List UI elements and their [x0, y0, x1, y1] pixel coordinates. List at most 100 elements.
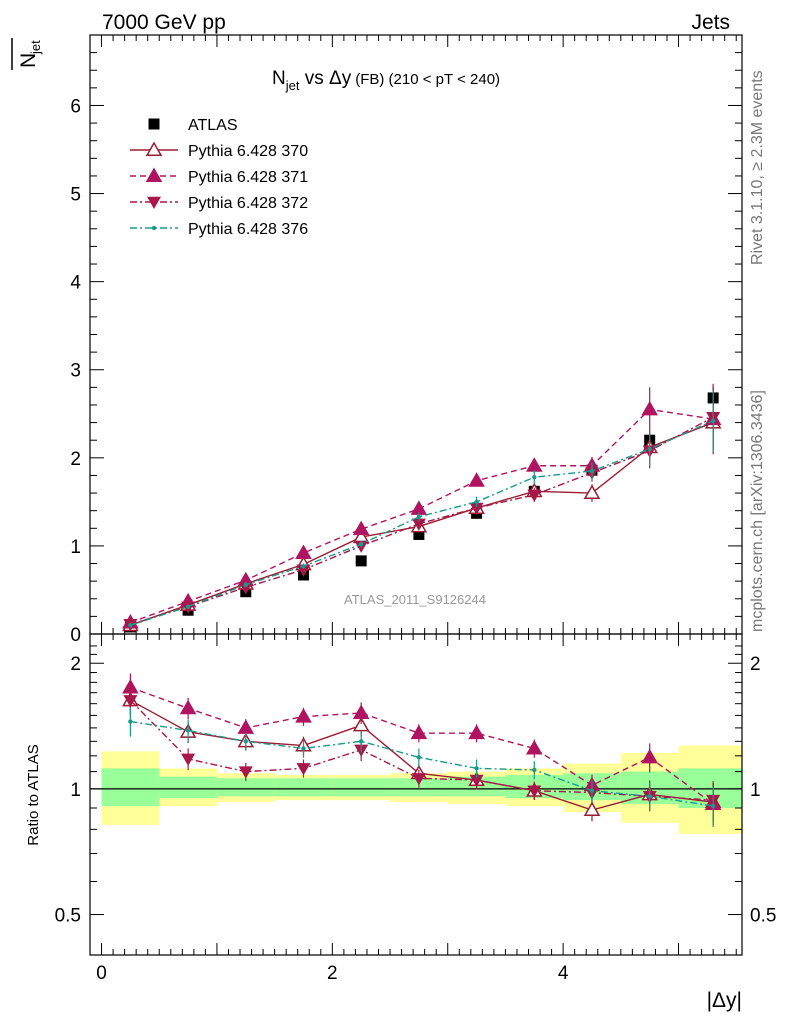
data-point — [468, 724, 485, 740]
main-ylabel-sub: jet — [28, 40, 43, 55]
ratio-axes: 0 2 4 0.5 0.5 1 1 2 2 — [55, 633, 776, 984]
main-title-rest: vs Δy — [299, 68, 351, 89]
legend-label: ATLAS — [188, 117, 238, 134]
data-point — [148, 118, 160, 130]
ratio-series-1 — [122, 673, 722, 826]
legend-item: Pythia 6.428 372 — [130, 195, 308, 212]
data-point — [358, 739, 364, 744]
x-tick-label: 0 — [96, 963, 107, 984]
data-point — [179, 699, 197, 715]
data-point — [527, 785, 542, 798]
data-point — [474, 766, 479, 771]
x-axis-label: |Δy| — [707, 989, 742, 1012]
data-point — [123, 695, 138, 708]
series-line — [130, 420, 714, 626]
header-left: 7000 GeV pp — [102, 11, 226, 34]
y-tick-label: 6 — [70, 96, 81, 117]
data-point — [411, 773, 426, 786]
data-point — [352, 716, 370, 732]
data-point — [411, 518, 426, 531]
data-point — [474, 499, 479, 505]
ratio-line — [130, 720, 714, 807]
data-point — [416, 755, 422, 760]
watermark: ATLAS_2011_S9126244 — [344, 592, 486, 607]
data-point — [151, 225, 157, 231]
y-tick-label: 1 — [70, 537, 81, 558]
main-title-n: N — [272, 68, 286, 89]
data-point — [469, 502, 484, 516]
data-point — [352, 704, 370, 719]
ratio-line — [129, 699, 714, 801]
ratio-band-green — [216, 778, 275, 797]
data-point — [352, 520, 370, 536]
data-point — [301, 746, 306, 751]
ratio-series-3 — [128, 707, 716, 828]
ratio-y-tick-label-right: 2 — [750, 654, 761, 675]
main-title-sub: jet — [285, 78, 300, 93]
data-point — [532, 767, 537, 773]
data-point — [295, 708, 312, 723]
main-title-tail: (210 < pT < 240) — [384, 71, 500, 88]
data-point — [243, 582, 248, 587]
data-point — [243, 739, 248, 744]
data-point — [583, 801, 601, 817]
data-point — [416, 514, 422, 520]
legend-label: Pythia 6.428 370 — [188, 143, 308, 160]
ratio-y-tick-label-right: 0.5 — [750, 906, 776, 927]
main-axes: 0 1 2 3 4 5 6 — [70, 34, 743, 646]
y-tick-label: 5 — [70, 185, 81, 206]
data-point — [358, 541, 364, 547]
legend: ATLAS Pythia 6.428 370 Pythia 6.428 371 Pyt… — [130, 117, 308, 238]
legend-item: ATLAS — [148, 117, 238, 134]
data-point — [710, 803, 716, 809]
ratio-y-tick-label-right: 1 — [750, 780, 761, 801]
data-point — [296, 564, 311, 577]
data-point — [527, 489, 542, 502]
side-label-rivet: Rivet 3.1.10, ≥ 2.3M events — [749, 70, 766, 265]
data-point — [237, 719, 255, 734]
data-point — [301, 563, 306, 569]
data-point — [525, 739, 543, 755]
data-point — [647, 794, 652, 799]
data-point — [413, 528, 425, 540]
data-point — [296, 763, 311, 776]
ratio-band-green — [274, 778, 333, 797]
data-point — [238, 582, 253, 595]
data-point — [589, 788, 595, 793]
main-ylabel-text: N — [17, 53, 40, 68]
data-point — [641, 748, 658, 764]
data-point — [410, 500, 428, 515]
ratio-y-tick-label: 1 — [70, 780, 81, 801]
data-point — [147, 196, 161, 209]
data-point — [589, 468, 595, 474]
ratio-band-green — [101, 768, 160, 806]
data-point — [295, 544, 312, 559]
y-tick-label: 3 — [70, 361, 81, 382]
data-point — [145, 141, 163, 156]
data-point — [468, 472, 485, 487]
data-point — [469, 774, 484, 788]
data-point — [128, 719, 133, 724]
data-point — [647, 446, 652, 452]
ratio-y-tick-label: 0.5 — [55, 906, 81, 927]
legend-item: Pythia 6.428 370 — [130, 141, 308, 160]
data-point — [410, 724, 428, 740]
data-point — [710, 418, 716, 424]
series-4 — [128, 389, 716, 628]
y-tick-label: 4 — [70, 273, 81, 294]
x-tick-label: 2 — [327, 963, 338, 984]
ratio-band-green — [159, 776, 217, 799]
data-point — [185, 728, 191, 733]
ratio-ylabel: Ratio to ATLAS — [25, 744, 42, 845]
legend-label: Pythia 6.428 372 — [188, 195, 308, 212]
ratio-y-tick-label: 2 — [70, 654, 81, 675]
side-label-mcplots: mcplots.cern.ch [arXiv:1306.3436] — [749, 390, 766, 632]
y-tick-label: 0 — [70, 625, 81, 646]
legend-label: Pythia 6.428 371 — [188, 169, 308, 186]
data-point — [583, 484, 601, 500]
main-title-small: (FB) — [355, 71, 384, 88]
data-point — [145, 167, 163, 182]
data-point — [532, 475, 537, 480]
ratio-frame — [89, 633, 743, 956]
